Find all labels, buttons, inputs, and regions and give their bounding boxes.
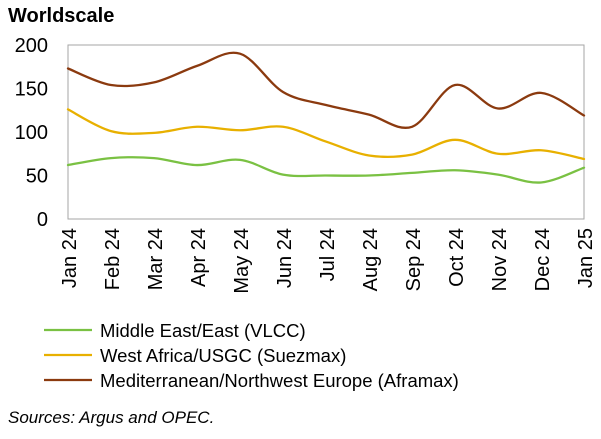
y-tick-label: 200: [15, 35, 48, 57]
x-tick-label: Jun 24: [274, 228, 296, 288]
x-tick-label: Nov 24: [489, 228, 511, 291]
series-line-2: [66, 108, 586, 161]
x-tick-label: Mar 24: [145, 228, 167, 290]
x-tick-label: Apr 24: [188, 228, 210, 287]
x-tick-label: Sep 24: [403, 228, 425, 291]
series-line-1: [66, 156, 586, 184]
source-note: Sources: Argus and OPEC.: [8, 408, 214, 427]
x-tick-label: Jan 24: [59, 228, 81, 288]
series-line-3: [66, 51, 586, 129]
legend-label-1: Middle East/East (VLCC): [100, 320, 306, 341]
y-tick-label: 0: [37, 209, 48, 231]
legend-label-2: West Africa/USGC (Suezmax): [100, 345, 346, 366]
y-tick-label: 100: [15, 122, 48, 144]
y-axis-label: Worldscale: [8, 5, 114, 27]
x-tick-label: Oct 24: [446, 228, 468, 287]
y-tick-label: 150: [15, 79, 48, 101]
x-axis-ticks: Jan 24 Feb 24 Mar 24 Apr 24 May 24 Jun 24 Jul …: [59, 228, 597, 294]
x-tick-label: Feb 24: [102, 228, 124, 290]
y-axis-ticks: 0 50 100 150 200: [15, 35, 48, 231]
x-tick-label: Aug 24: [360, 228, 382, 291]
plot-area: [67, 44, 585, 220]
legend-label-3: Mediterranean/Northwest Europe (Aframax): [100, 370, 459, 391]
y-tick-label: 50: [26, 166, 48, 188]
x-tick-label: Dec 24: [532, 228, 554, 291]
x-tick-label: Jul 24: [317, 228, 339, 281]
x-tick-label: May 24: [231, 228, 253, 294]
x-tick-label: Jan 25: [575, 228, 597, 288]
legend: Middle East/East (VLCC) West Africa/USGC …: [44, 320, 459, 391]
series-lines: [66, 51, 586, 184]
